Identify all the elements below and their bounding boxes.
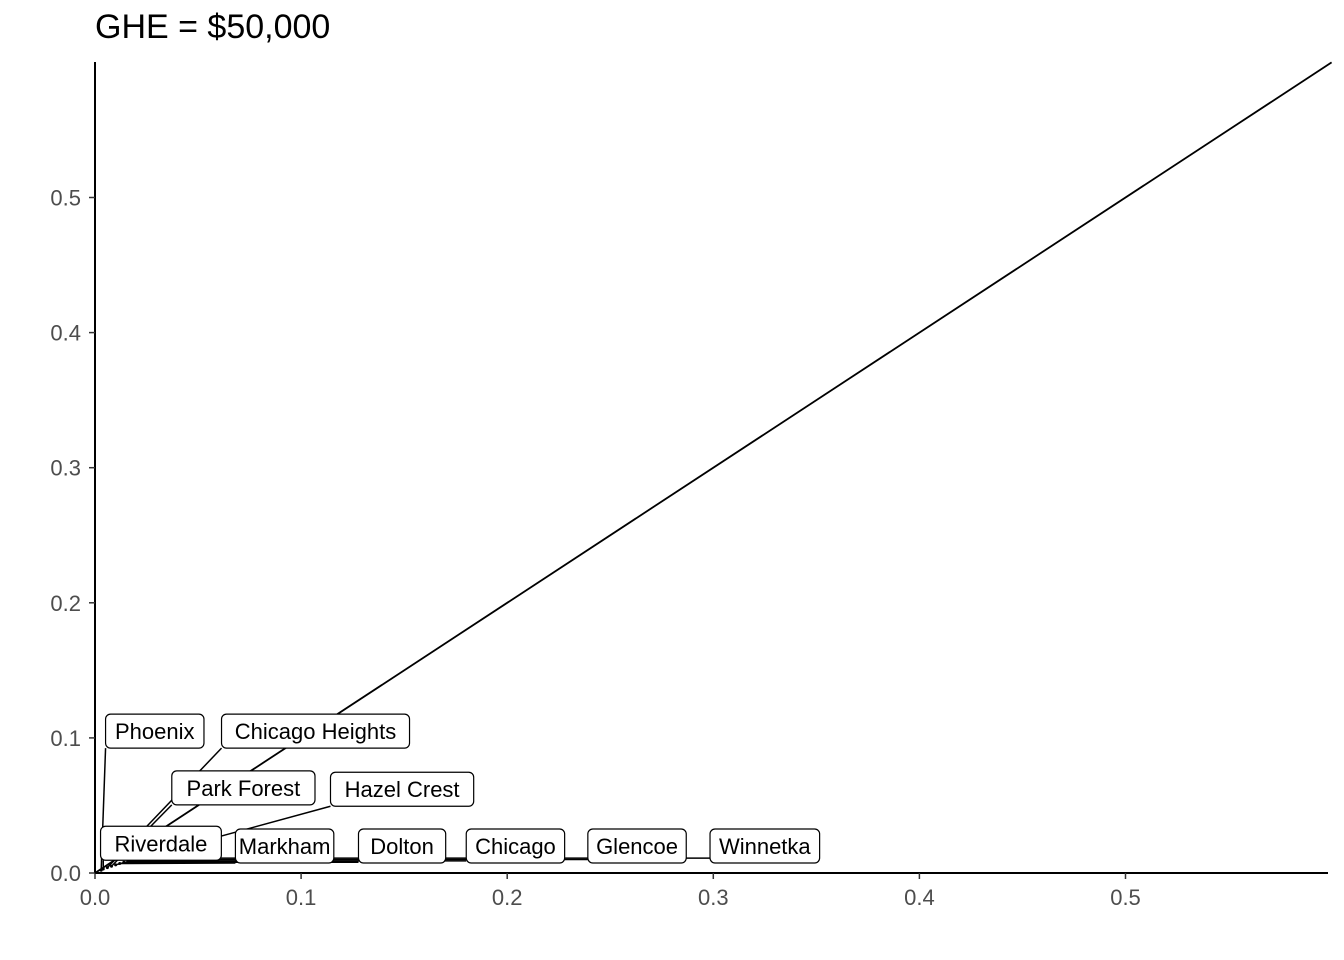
x-tick-label: 0.0: [80, 885, 111, 910]
point-label-box: [587, 828, 687, 864]
y-tick-label: 0.2: [50, 591, 81, 616]
axes: 0.0 0.1 0.2 0.3 0.4 0.5 0.0 0.1 0.2 0.3 0.4 0.5: [50, 62, 1328, 910]
reference-line-group: [94, 61, 1333, 874]
point-label: Phoenix: [115, 719, 195, 744]
data-point: [114, 863, 118, 867]
point-labels: Phoenix Chicago Heights Park Forest Hazel C…: [99, 713, 821, 864]
point-label-box: [104, 713, 205, 749]
x-tick-label: 0.1: [286, 885, 317, 910]
point-label: Winnetka: [719, 834, 811, 859]
y-tick-label: 0.4: [50, 321, 81, 346]
point-label: Chicago: [475, 834, 556, 859]
label-segment: [119, 862, 236, 865]
data-point: [109, 864, 113, 868]
point-label-box: [329, 771, 475, 807]
data-point: [105, 866, 109, 870]
data-point: [118, 862, 122, 866]
y-tick-label: 0.3: [50, 456, 81, 481]
y-tick-label: 0.5: [50, 186, 81, 211]
chart-title: GHE = $50,000: [95, 8, 331, 46]
point-label-box: [234, 828, 335, 864]
point-label-box: [709, 828, 821, 864]
data-point: [122, 860, 126, 864]
x-tick-label: 0.4: [904, 885, 935, 910]
point-label: Glencoe: [596, 834, 678, 859]
point-label: Markham: [239, 834, 331, 859]
point-label-box: [220, 713, 411, 749]
x-tick-label: 0.3: [698, 885, 729, 910]
point-label: Park Forest: [187, 776, 301, 801]
point-label: Chicago Heights: [235, 719, 396, 744]
point-label: Riverdale: [114, 831, 207, 856]
data-point: [101, 867, 105, 871]
point-label-box: [357, 828, 447, 864]
y-tick-label: 0.1: [50, 726, 81, 751]
x-tick-label: 0.2: [492, 885, 523, 910]
point-label-box: [99, 825, 222, 861]
reference-line: [94, 61, 1333, 874]
point-label: Dolton: [370, 834, 434, 859]
x-tick-label: 0.5: [1110, 885, 1141, 910]
point-label: Hazel Crest: [345, 777, 460, 802]
point-label-box: [171, 770, 316, 806]
point-label-box: [465, 828, 566, 864]
y-tick-label: 0.0: [50, 861, 81, 886]
